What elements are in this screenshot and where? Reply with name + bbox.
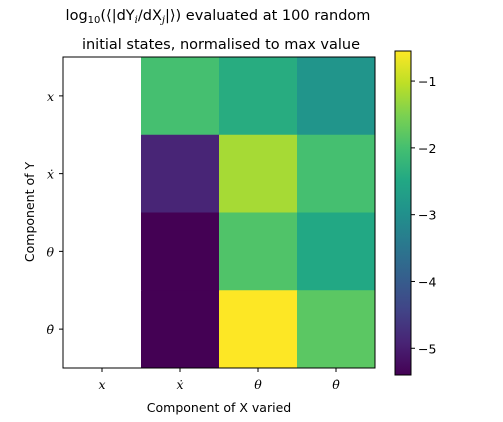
heatmap-cell <box>63 134 142 213</box>
heatmap-cell <box>297 134 376 213</box>
heatmap-cell <box>219 290 298 369</box>
heatmap-cell <box>141 212 220 291</box>
heatmap-cell <box>297 290 376 369</box>
heatmap-cells <box>63 57 376 369</box>
x-tick-label: ẋ <box>176 377 183 392</box>
colorbar-tick-label: −5 <box>418 341 436 356</box>
heatmap-cell <box>63 290 142 369</box>
x-tick-label: θ̇ <box>332 377 340 392</box>
heatmap-cell <box>297 57 376 136</box>
y-tick-label: x <box>47 89 54 104</box>
x-tick-label: θ <box>254 377 262 392</box>
colorbar <box>394 50 412 376</box>
heatmap-cell <box>63 212 142 291</box>
y-axis-ticks: x ẋ θ θ̇ <box>46 89 63 337</box>
heatmap-cell <box>141 290 220 369</box>
chart-title: log10(⟨|dYi/dXj|⟩) evaluated at 100 rand… <box>66 8 371 53</box>
colorbar-tick-label: −2 <box>418 141 436 156</box>
x-axis-ticks: x ẋ θ θ̇ <box>98 368 340 392</box>
heatmap-cell <box>297 212 376 291</box>
heatmap-cell <box>141 134 220 213</box>
heatmap-cell <box>219 57 298 136</box>
colorbar-ticks: −1 −2 −3 −4 −5 <box>411 74 436 356</box>
heatmap-cell <box>219 134 298 213</box>
x-axis-label: Component of X varied <box>147 400 291 415</box>
title-line-1: log10(⟨|dYi/dXj|⟩) evaluated at 100 rand… <box>66 8 371 26</box>
y-tick-label: ẋ <box>47 167 54 182</box>
heatmap-cell <box>219 212 298 291</box>
colorbar-tick-label: −3 <box>418 208 436 223</box>
title-line-2: initial states, normalised to max value <box>82 37 360 53</box>
y-axis-label: Component of Y <box>22 162 37 263</box>
y-tick-label: θ̇ <box>46 322 54 337</box>
colorbar-tick-label: −1 <box>418 74 436 89</box>
y-tick-label: θ <box>46 244 54 259</box>
x-tick-label: x <box>98 377 105 392</box>
colorbar-tick-label: −4 <box>418 274 436 289</box>
heatmap-cell <box>141 57 220 136</box>
heatmap-cell <box>63 57 142 136</box>
plot-frame <box>62 56 376 369</box>
